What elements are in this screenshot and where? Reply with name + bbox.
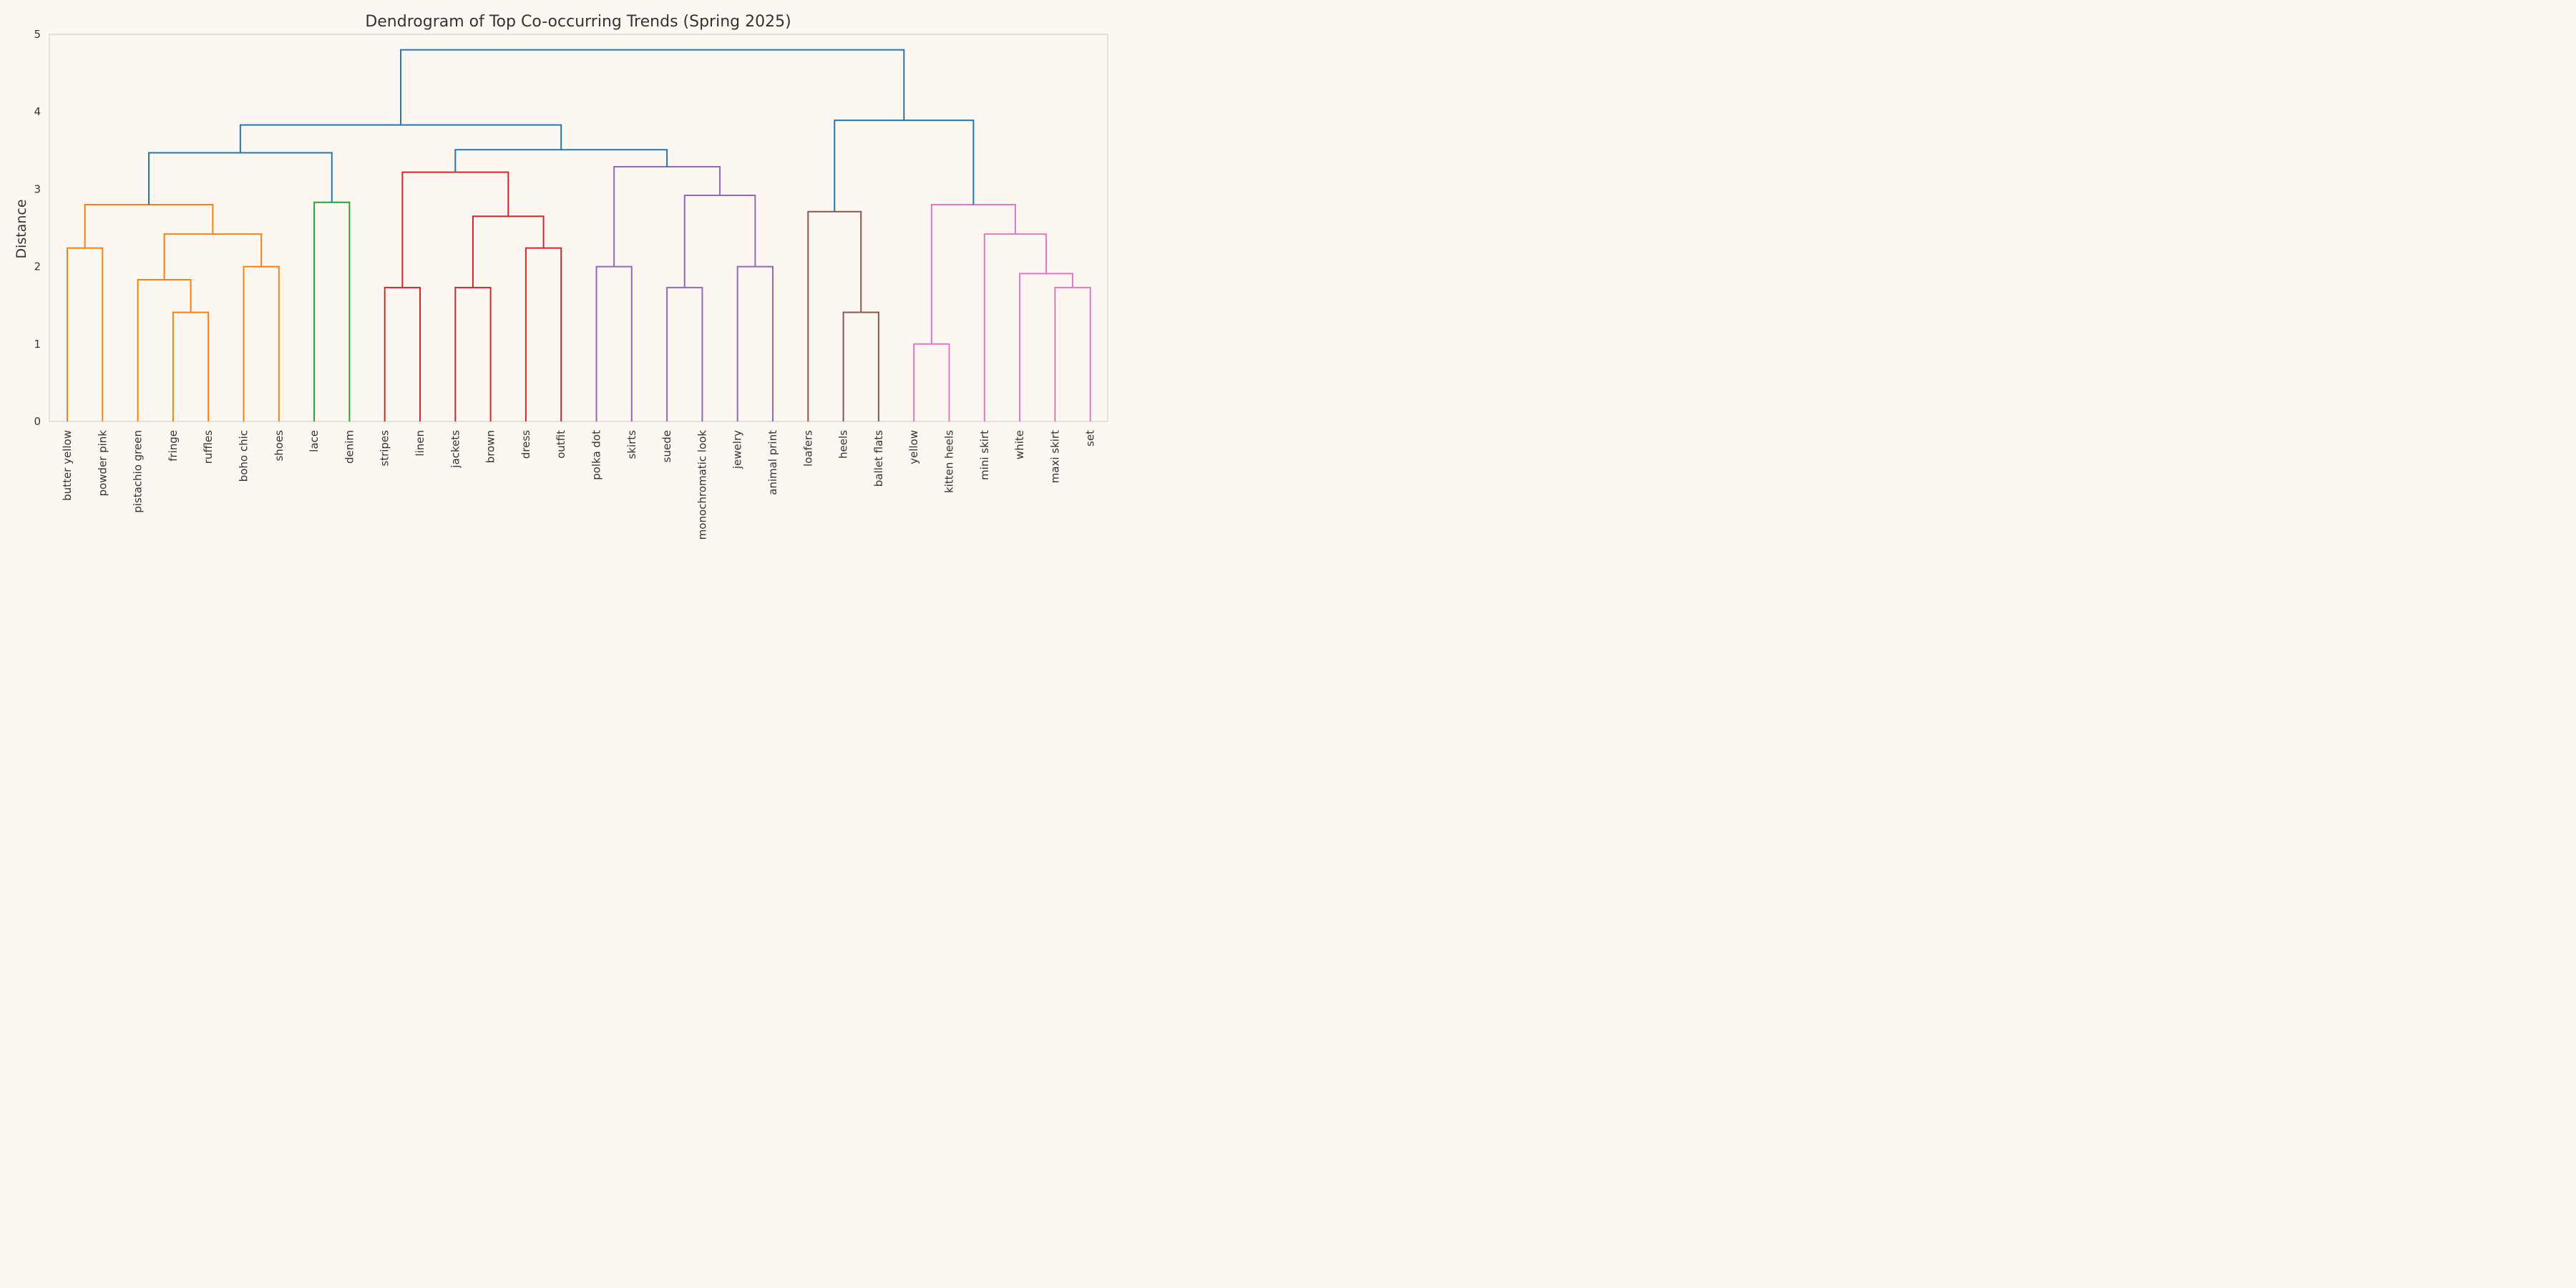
dendrogram-link — [807, 210, 862, 421]
dendrogram-link — [1019, 273, 1074, 421]
dendrogram-link — [736, 265, 774, 421]
leaf-label: pistachio green — [132, 430, 145, 513]
leaf-label: jackets — [449, 430, 462, 469]
leaf-label: powder pink — [96, 430, 109, 497]
leaf-label: denim — [343, 430, 356, 464]
dendrogram-link — [384, 286, 421, 421]
leaf-label: heels — [837, 430, 850, 459]
leaf-label: mini skirt — [978, 430, 991, 480]
y-tick-label: 1 — [34, 338, 41, 351]
dendrogram-link — [137, 278, 192, 421]
leaf-label: stripes — [379, 430, 391, 467]
leaf-label: linen — [414, 430, 426, 457]
y-tick-label: 2 — [34, 260, 41, 273]
leaf-label: lace — [308, 430, 321, 452]
dendrogram-link — [983, 233, 1048, 421]
leaf-label: animal print — [766, 430, 779, 495]
y-axis-title: Distance — [14, 199, 29, 258]
leaf-label: loafers — [801, 430, 814, 467]
leaf-label: fringe — [167, 430, 180, 462]
dendrogram-links — [67, 49, 1091, 421]
dendrogram-link — [401, 171, 509, 288]
leaf-labels: butter yellow powder pink pistachio green f… — [61, 430, 1097, 540]
leaf-label: dress — [519, 430, 532, 459]
dendrogram-link — [525, 247, 562, 421]
leaf-label: yellow — [907, 430, 920, 464]
dendrogram-link — [595, 265, 633, 421]
dendrogram-svg: Dendrogram of Top Co-occurring Trends (S… — [14, 13, 1108, 540]
leaf-label: polka dot — [590, 430, 603, 480]
leaf-label: brown — [484, 430, 497, 463]
dendrogram-link — [472, 215, 545, 288]
leaf-label: jewelry — [731, 430, 744, 469]
leaf-label: maxi skirt — [1048, 430, 1061, 483]
leaf-label: set — [1084, 430, 1097, 447]
chart-title: Dendrogram of Top Co-occurring Trends (S… — [365, 13, 791, 31]
leaf-label: butter yellow — [61, 430, 74, 501]
dendrogram-link — [913, 343, 950, 421]
leaf-label: boho chic — [238, 430, 250, 482]
dendrogram-link — [613, 166, 721, 267]
dendrogram-link — [148, 152, 333, 205]
dendrogram-link — [84, 204, 214, 248]
leaf-label: outfit — [555, 430, 567, 459]
y-tick-label: 3 — [34, 182, 41, 195]
leaf-label: ballet flats — [872, 430, 885, 487]
y-tick-label: 4 — [34, 105, 41, 118]
dendrogram-link — [313, 201, 351, 421]
dendrogram-link — [172, 311, 210, 421]
y-tick-label: 0 — [34, 415, 41, 428]
leaf-label: suede — [660, 430, 673, 462]
plot-area-frame — [49, 34, 1108, 422]
dendrogram-link — [834, 119, 975, 212]
dendrogram-link — [67, 247, 104, 421]
dendrogram-link — [243, 265, 280, 421]
leaf-label: monochromatic look — [696, 430, 708, 540]
dendrogram-link — [683, 195, 756, 288]
dendrogram-link — [1054, 286, 1091, 421]
y-axis-ticks: 0 1 2 3 4 5 — [34, 28, 41, 428]
dendrogram-link — [454, 286, 492, 421]
dendrogram-link — [454, 149, 668, 172]
leaf-label: white — [1013, 430, 1026, 459]
dendrogram-link — [666, 286, 703, 421]
dendrogram-link — [400, 49, 905, 125]
dendrogram-link — [239, 124, 562, 153]
leaf-label: ruffles — [202, 430, 215, 464]
dendrogram-link — [930, 204, 1016, 344]
leaf-label: shoes — [273, 430, 286, 462]
y-tick-label: 5 — [34, 28, 41, 41]
leaf-label: skirts — [625, 430, 638, 459]
dendrogram-link — [842, 311, 879, 421]
leaf-label: kitten heels — [943, 430, 956, 493]
dendrogram-chart: Dendrogram of Top Co-occurring Trends (S… — [0, 0, 1122, 561]
dendrogram-link — [163, 233, 263, 280]
